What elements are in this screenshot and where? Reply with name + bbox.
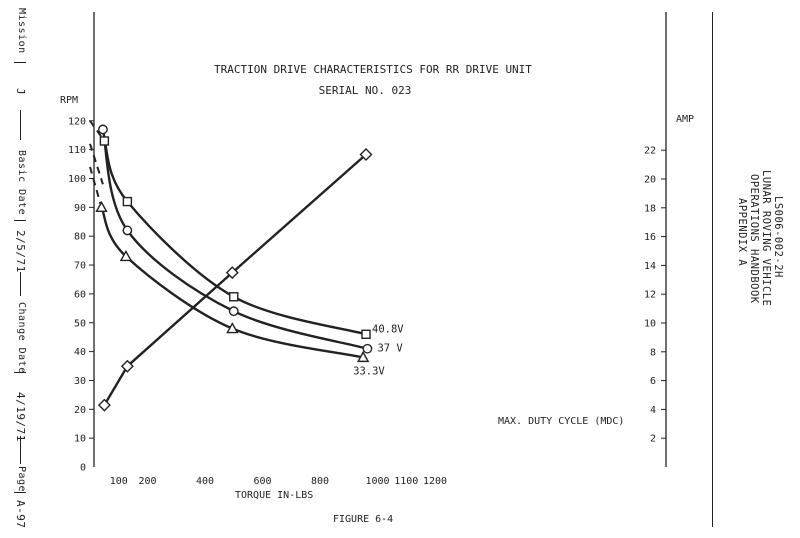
y-tick-label: 40 xyxy=(74,347,86,358)
data-point-diamond xyxy=(359,148,373,162)
x-tick-label: 400 xyxy=(196,476,214,487)
data-point-circle xyxy=(98,124,108,135)
y2-tick-label: 6 xyxy=(650,376,656,387)
right-margin-rule xyxy=(712,12,713,527)
figure-label: FIGURE 6-4 xyxy=(333,514,393,525)
y2-tick-label: 22 xyxy=(644,146,656,157)
y2-tick-label: 2 xyxy=(650,434,656,445)
y-tick-label: 120 xyxy=(68,116,86,127)
data-point-square xyxy=(361,329,371,339)
y2-tick-label: 20 xyxy=(644,175,656,186)
y-tick-label: 20 xyxy=(74,405,86,416)
y-tick-label: 110 xyxy=(68,145,86,156)
series-label: 40.8V xyxy=(372,323,404,335)
series-line-1 xyxy=(101,129,368,350)
annotation-mdc: MAX. DUTY CYCLE (MDC) xyxy=(498,416,624,427)
y2-tick-label: 16 xyxy=(644,232,656,243)
y-tick-label: 10 xyxy=(74,434,86,445)
data-point-triangle xyxy=(226,322,239,334)
margin-rule xyxy=(20,272,21,296)
data-point-circle xyxy=(228,306,239,317)
x-tick-label: 800 xyxy=(311,476,329,487)
x-axis-label: TORQUE IN-LBS xyxy=(235,490,313,501)
y2-tick-label: 8 xyxy=(650,347,656,358)
margin-rule xyxy=(20,110,21,140)
x-tick-label: 1000 xyxy=(365,476,389,487)
data-point-square xyxy=(99,136,110,146)
y-tick-label: 80 xyxy=(74,232,86,243)
margin-rule xyxy=(14,62,26,63)
data-point-triangle xyxy=(95,200,108,213)
margin-rule xyxy=(20,436,21,464)
series-line-2 xyxy=(100,206,364,359)
y2-tick-label: 4 xyxy=(650,405,656,416)
data-point-diamond xyxy=(225,266,239,280)
y-tick-label: 70 xyxy=(74,261,86,272)
y-axis-label: RPM xyxy=(60,95,78,106)
x-tick-label: 1200 xyxy=(423,476,447,487)
y2-tick-label: 18 xyxy=(644,203,656,214)
y2-tick-label: 10 xyxy=(644,319,656,330)
chart-title: TRACTION DRIVE CHARACTERISTICS FOR RR DR… xyxy=(214,63,532,76)
series-line-0 xyxy=(103,140,367,336)
margin-rule xyxy=(14,220,26,221)
data-point-triangle xyxy=(356,350,370,363)
data-point-square xyxy=(229,292,239,302)
chart-frame xyxy=(93,12,667,467)
margin-rule xyxy=(14,372,26,373)
y-tick-label: 50 xyxy=(74,318,86,329)
x-tick-label: 200 xyxy=(138,476,156,487)
data-point-diamond xyxy=(120,359,134,373)
series-line-3 xyxy=(103,153,367,406)
series-label: 37 V xyxy=(377,343,403,355)
series-dashed-0 xyxy=(89,120,106,142)
y-tick-label: 90 xyxy=(74,203,86,214)
data-point-diamond xyxy=(97,398,111,412)
data-point-square xyxy=(122,196,133,207)
margin-rule xyxy=(14,492,26,493)
x-tick-label: 1100 xyxy=(394,476,418,487)
y2-tick-label: 14 xyxy=(644,261,656,272)
chart-subtitle: SERIAL NO. 023 xyxy=(319,84,412,97)
y-tick-label: 0 xyxy=(80,463,86,474)
series-dashed-1 xyxy=(89,143,104,185)
y-tick-label: 100 xyxy=(68,174,86,185)
series-label: 33.3V xyxy=(353,365,385,377)
y-tick-label: 30 xyxy=(74,376,86,387)
x-tick-label: 600 xyxy=(253,476,271,487)
data-point-circle xyxy=(122,225,133,236)
data-point-circle xyxy=(362,343,373,354)
y2-axis-label: AMP xyxy=(676,114,694,125)
y-tick-label: 60 xyxy=(74,289,86,300)
data-point-triangle xyxy=(119,249,133,262)
y2-tick-label: 12 xyxy=(644,290,656,301)
x-tick-label: 100 xyxy=(110,476,128,487)
